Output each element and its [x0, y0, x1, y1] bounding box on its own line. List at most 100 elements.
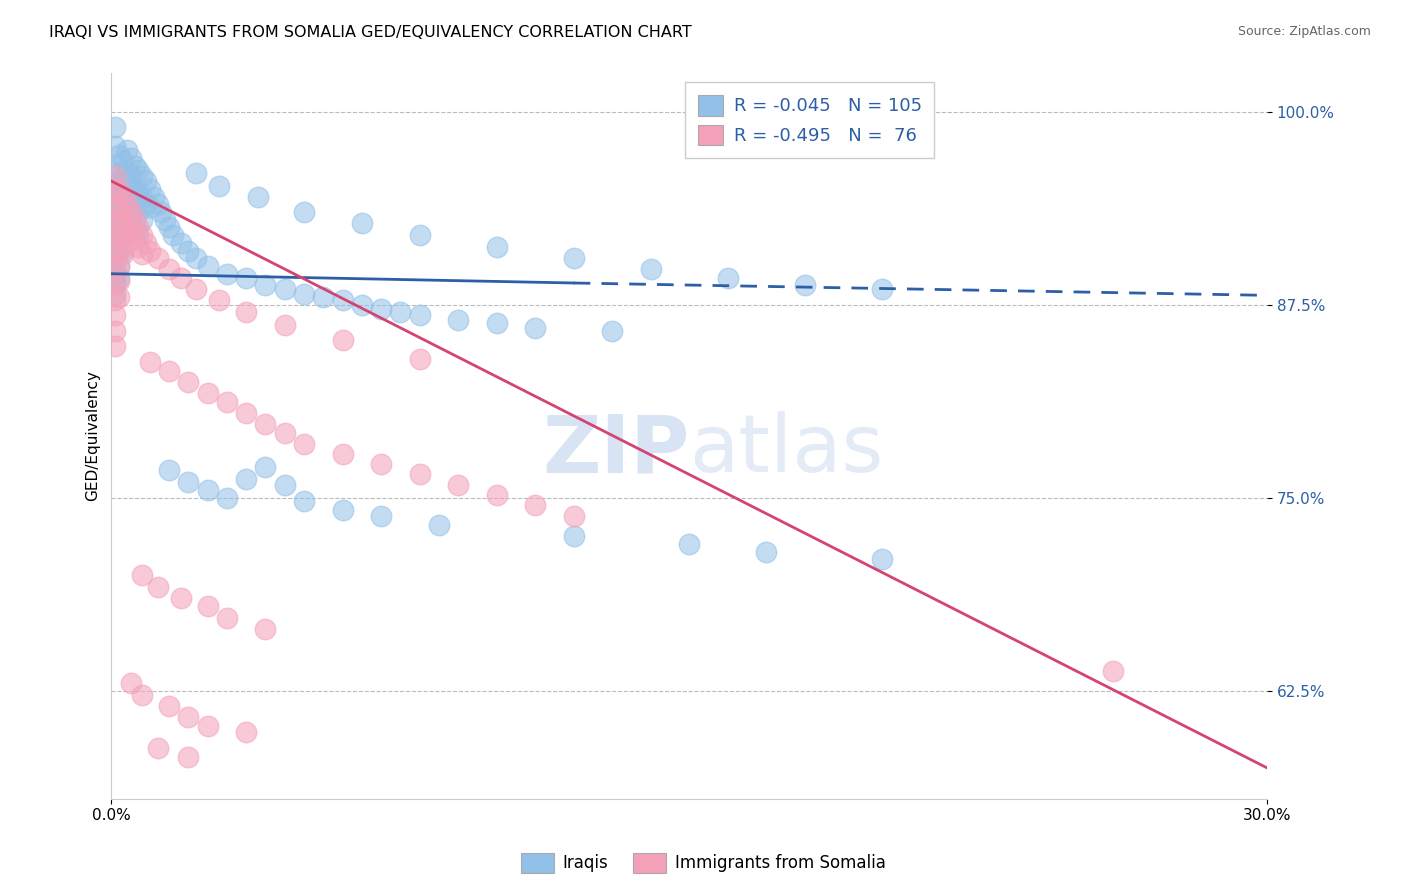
Point: [139, 355, 162, 369]
Point: [370, 302, 392, 317]
Point: [111, 210, 134, 224]
Point: [115, 185, 138, 199]
Point: [111, 210, 134, 224]
Point: [485, 316, 508, 330]
Point: [235, 406, 257, 420]
Point: [157, 220, 180, 235]
Point: [254, 459, 277, 474]
Point: [108, 197, 131, 211]
Point: [215, 395, 238, 409]
Point: [120, 189, 142, 203]
Point: [124, 182, 146, 196]
Text: ZIP: ZIP: [541, 411, 689, 490]
Point: [127, 240, 149, 254]
Point: [447, 313, 470, 327]
Point: [108, 197, 131, 211]
Point: [104, 246, 127, 260]
Point: [215, 491, 238, 505]
Point: [104, 216, 127, 230]
Point: [111, 189, 134, 203]
Point: [408, 228, 430, 243]
Point: [139, 200, 162, 214]
Point: [115, 225, 138, 239]
Point: [370, 457, 392, 471]
Point: [104, 120, 127, 134]
Point: [111, 174, 134, 188]
Text: atlas: atlas: [689, 411, 883, 490]
Point: [485, 487, 508, 501]
Point: [427, 518, 450, 533]
Point: [170, 235, 193, 250]
Point: [127, 163, 149, 178]
Point: [127, 185, 149, 199]
Point: [120, 212, 142, 227]
Point: [146, 580, 169, 594]
Point: [389, 305, 412, 319]
Point: [312, 290, 335, 304]
Point: [115, 143, 138, 157]
Point: [108, 259, 131, 273]
Point: [408, 309, 430, 323]
Point: [562, 529, 585, 543]
Point: [155, 212, 177, 227]
Point: [104, 262, 127, 277]
Point: [120, 205, 142, 219]
Point: [292, 493, 315, 508]
Point: [104, 174, 127, 188]
Point: [254, 622, 277, 636]
Point: [142, 189, 165, 203]
Point: [124, 231, 146, 245]
Point: [104, 231, 127, 245]
Point: [135, 174, 157, 188]
Point: [215, 611, 238, 625]
Point: [254, 277, 277, 292]
Point: [678, 537, 700, 551]
Point: [186, 166, 208, 180]
Point: [108, 212, 131, 227]
Point: [108, 259, 131, 273]
Point: [108, 228, 131, 243]
Point: [104, 252, 127, 266]
Legend: R = -0.045   N = 105, R = -0.495   N =  76: R = -0.045 N = 105, R = -0.495 N = 76: [685, 82, 935, 158]
Point: [124, 220, 146, 235]
Point: [524, 499, 547, 513]
Point: [120, 169, 142, 184]
Point: [235, 305, 257, 319]
Point: [447, 478, 470, 492]
Point: [111, 228, 134, 243]
Point: [274, 478, 297, 492]
Point: [104, 138, 127, 153]
Point: [131, 246, 153, 260]
Point: [157, 364, 180, 378]
Point: [120, 676, 142, 690]
Point: [186, 282, 208, 296]
Point: [150, 205, 173, 219]
Point: [408, 351, 430, 366]
Point: [131, 567, 153, 582]
Point: [108, 182, 131, 196]
Point: [111, 153, 134, 168]
Point: [104, 159, 127, 173]
Point: [111, 246, 134, 260]
Point: [254, 417, 277, 431]
Point: [104, 185, 127, 199]
Point: [793, 277, 815, 292]
Point: [292, 286, 315, 301]
Point: [870, 282, 893, 296]
Point: [111, 228, 134, 243]
Point: [104, 339, 127, 353]
Point: [108, 166, 131, 180]
Legend: Iraqis, Immigrants from Somalia: Iraqis, Immigrants from Somalia: [513, 847, 893, 880]
Point: [157, 699, 180, 714]
Point: [104, 205, 127, 219]
Point: [108, 271, 131, 285]
Point: [332, 503, 354, 517]
Point: [350, 216, 373, 230]
Point: [124, 159, 146, 173]
Text: IRAQI VS IMMIGRANTS FROM SOMALIA GED/EQUIVALENCY CORRELATION CHART: IRAQI VS IMMIGRANTS FROM SOMALIA GED/EQU…: [49, 25, 692, 40]
Point: [146, 740, 169, 755]
Point: [350, 297, 373, 311]
Point: [146, 197, 169, 211]
Point: [208, 178, 231, 193]
Point: [197, 259, 219, 273]
